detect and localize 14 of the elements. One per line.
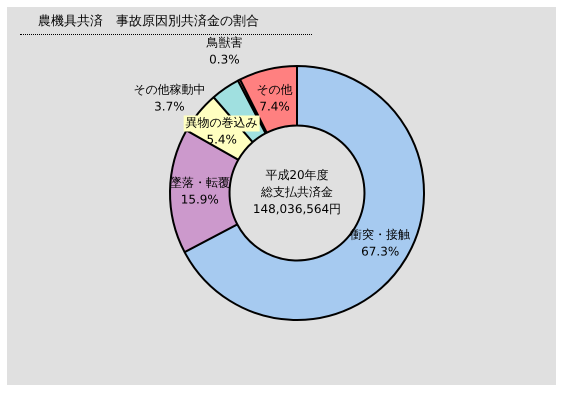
data-label: 0.3% (209, 52, 240, 67)
data-label: 7.4% (259, 100, 290, 114)
chart-title: 農機具共済 事故原因別共済金の割合 (20, 12, 312, 35)
data-label: 67.3% (361, 244, 400, 258)
slice-label: 鳥獣害 (205, 36, 242, 50)
data-label: 3.7% (154, 99, 185, 114)
data-label: 5.4% (206, 132, 237, 147)
text: 平成20年度 (265, 168, 329, 182)
text: 総支払共済金 (260, 185, 333, 200)
data-label: 15.9% (180, 192, 219, 207)
slice-label: その他稼動中 (133, 82, 206, 96)
slice-label: 衝突・接触 (350, 227, 410, 242)
text: 148,036,564円 (252, 202, 342, 216)
slice-label: 異物の巻込み (186, 116, 258, 130)
